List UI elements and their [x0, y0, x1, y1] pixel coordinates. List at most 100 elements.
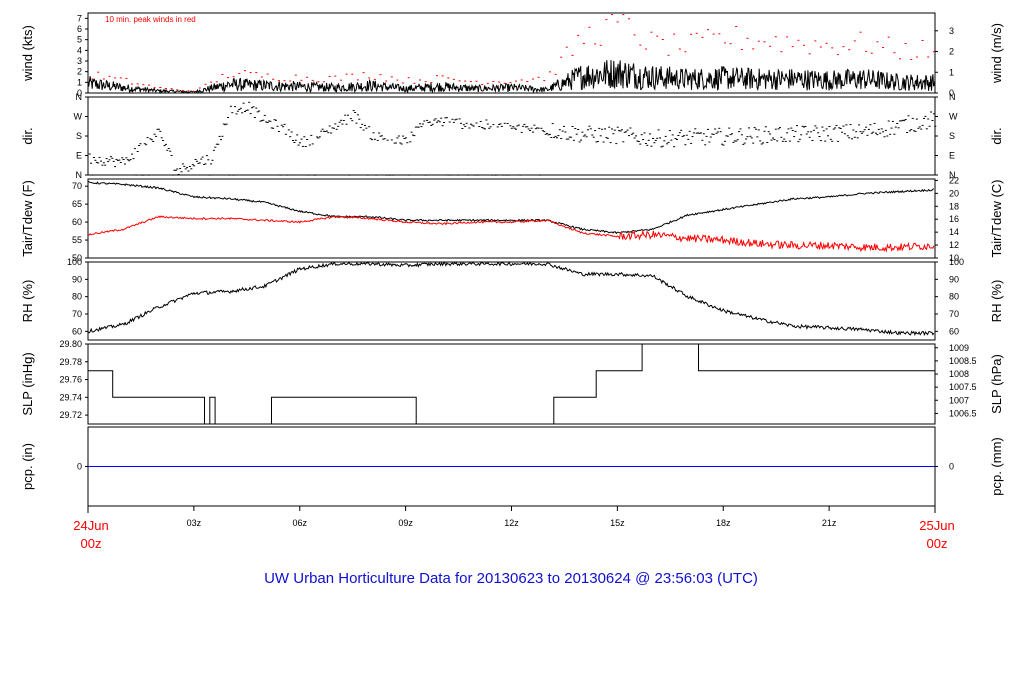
direction-point — [781, 140, 784, 142]
direction-point — [548, 133, 551, 135]
wind-peak-point — [684, 51, 687, 53]
direction-point — [835, 125, 838, 127]
direction-point — [356, 114, 359, 116]
direction-point — [924, 115, 927, 117]
direction-point — [872, 131, 875, 133]
direction-point — [640, 134, 643, 136]
direction-point — [554, 135, 557, 137]
wind-peak-point — [317, 81, 320, 83]
end-date-label: 25Jun — [919, 518, 954, 533]
direction-point — [722, 144, 725, 146]
direction-point — [676, 139, 678, 140]
direction-point — [438, 121, 441, 123]
direction-point — [344, 114, 347, 116]
wind-peak-point — [430, 82, 433, 84]
direction-point — [491, 174, 493, 176]
direction-point — [812, 129, 815, 131]
wind-peak-point — [419, 79, 421, 81]
direction-point — [550, 137, 553, 138]
direction-point — [485, 119, 488, 121]
direction-point — [268, 120, 270, 122]
start-date-label: 24Jun — [73, 518, 108, 533]
direction-point — [762, 142, 765, 144]
wind-peak-point — [379, 74, 382, 76]
wind-peak-point — [362, 72, 365, 74]
wind-peak-point — [181, 90, 184, 92]
direction-point — [138, 145, 141, 146]
direction-point — [637, 141, 640, 142]
direction-point — [862, 131, 865, 133]
left-tick-label: 60 — [72, 217, 82, 227]
direction-point — [236, 110, 239, 112]
direction-point — [595, 141, 598, 143]
direction-point — [896, 123, 899, 124]
panel-frame — [87, 12, 936, 94]
direction-point — [601, 128, 604, 130]
direction-point — [766, 142, 769, 143]
direction-point — [642, 139, 645, 140]
direction-point — [111, 157, 114, 159]
direction-point — [692, 132, 695, 134]
direction-point — [164, 143, 167, 145]
direction-point — [135, 174, 138, 176]
direction-point — [112, 160, 115, 162]
direction-point — [201, 156, 204, 158]
direction-point — [476, 174, 479, 176]
wind-peak-point — [283, 80, 286, 82]
direction-point — [822, 130, 825, 132]
direction-point — [842, 125, 845, 127]
direction-point — [914, 130, 917, 132]
direction-point — [457, 174, 460, 176]
direction-point — [796, 125, 798, 127]
wind-peak-point — [735, 26, 738, 27]
direction-point — [493, 174, 496, 176]
left-tick-label: 55 — [72, 235, 82, 245]
direction-point — [707, 128, 709, 130]
direction-point — [565, 138, 568, 140]
wind-peak-point — [441, 75, 444, 77]
direction-point — [396, 137, 399, 139]
direction-point — [585, 136, 588, 138]
direction-point — [375, 174, 378, 176]
direction-point — [287, 129, 290, 131]
direction-point — [235, 113, 238, 115]
direction-point — [797, 141, 800, 143]
direction-point — [225, 123, 228, 125]
direction-point — [541, 130, 544, 132]
right-tick-label: 60 — [949, 326, 959, 336]
direction-point — [553, 136, 556, 138]
right-tick-label: 2 — [949, 47, 954, 57]
wind-peak-point — [543, 80, 546, 82]
direction-point — [431, 123, 434, 125]
direction-point — [643, 132, 646, 134]
direction-point — [632, 132, 635, 134]
direction-point — [598, 127, 601, 129]
wind-peak-point — [198, 87, 201, 89]
direction-point — [109, 156, 112, 158]
left-tick-label: 100 — [67, 257, 82, 267]
direction-point — [289, 136, 292, 138]
direction-point — [354, 112, 357, 113]
direction-point — [88, 153, 91, 155]
direction-point — [327, 132, 330, 134]
direction-point — [784, 140, 787, 142]
direction-point — [657, 129, 660, 131]
direction-point — [263, 114, 266, 116]
direction-point — [433, 119, 436, 121]
direction-point — [670, 139, 673, 141]
direction-point — [678, 132, 681, 134]
direction-point — [177, 173, 180, 175]
direction-point — [342, 120, 345, 121]
direction-point — [701, 139, 704, 141]
direction-point — [156, 128, 159, 130]
direction-point — [208, 174, 211, 176]
direction-point — [889, 133, 892, 135]
wind-peak-point — [904, 43, 907, 44]
direction-point — [664, 135, 667, 137]
direction-point — [304, 146, 307, 147]
direction-point — [594, 130, 597, 132]
wind-peak-point — [131, 83, 134, 85]
direction-point — [270, 127, 273, 129]
